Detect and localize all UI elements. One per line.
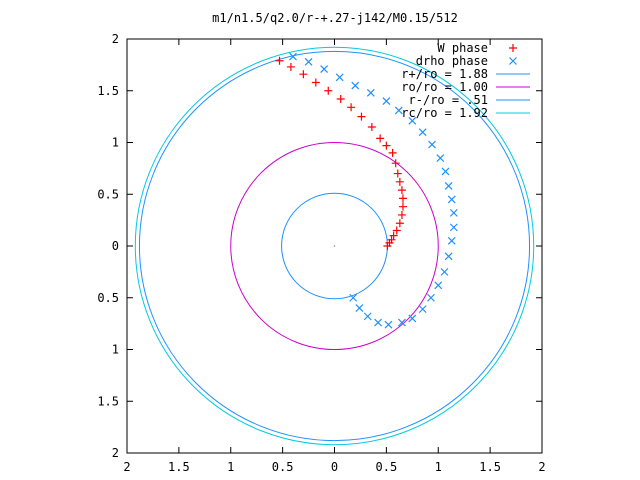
series-0-point-9 [397,186,406,195]
x-tick-label: 0 [331,460,338,474]
series-0-point-13 [388,148,397,157]
legend-marker-0 [509,44,517,52]
series-1-point-21 [427,293,435,302]
series-1-point-4 [351,81,360,90]
series-1-point-19 [440,267,449,276]
series-0-point-20 [324,86,333,95]
series-0-point-11 [393,169,402,178]
series-1-point-26 [374,318,382,327]
series-0-point-17 [357,112,366,121]
origin-dot [333,245,336,247]
series-1-point-8 [408,116,417,125]
series-1-point-1 [304,57,313,66]
points-layer [275,52,458,329]
series-1-point-10 [428,140,436,149]
series-0-point-7 [398,202,407,211]
series-0-point-6 [397,210,406,219]
series-0-point-8 [398,194,407,203]
series-0-point-22 [299,70,308,79]
legend-label: rc/ro = 1.92 [401,106,488,120]
series-1-point-11 [436,154,445,162]
series-1-point-27 [363,312,372,321]
series-1-point-25 [384,320,393,329]
series-0-point-5 [395,219,404,228]
y-tick-label: 0.5 [97,291,119,305]
series-0-point-24 [275,56,284,65]
series-0-point-3 [389,231,398,240]
series-1-point-3 [335,73,344,82]
series-1-point-14 [447,195,456,204]
series-0-point-2 [387,235,396,244]
series-1-point-15 [449,208,458,217]
series-1-point-16 [449,223,458,232]
x-tick-label: 1.5 [479,460,501,474]
series-1-point-20 [434,281,443,290]
y-tick-label: 1.5 [97,84,119,98]
y-tick-label: 2 [112,446,119,460]
series-1-point-29 [349,293,358,302]
series-0-point-16 [367,122,376,131]
series-0-point-12 [391,159,400,168]
x-tick-label: 1 [227,460,234,474]
series-1-point-18 [444,252,453,261]
series-1-point-12 [441,167,450,176]
series-0-point-4 [392,226,401,235]
series-1-point-5 [366,88,375,97]
y-tick-label: 1.5 [97,394,119,408]
legend-label: r+/ro = 1.88 [401,67,488,81]
series-1-point-13 [444,182,453,190]
series-0-point-14 [382,141,391,150]
series-1-point-0 [289,52,297,61]
circle-3 [134,46,535,446]
legend-marker-1 [509,57,517,65]
series-0-point-15 [376,134,385,143]
circle-0 [138,50,531,442]
series-0-point-19 [336,95,345,104]
series-0-point-21 [311,78,320,87]
x-tick-label: 1.5 [168,460,190,474]
series-0-point-23 [286,62,295,71]
series-1-point-23 [408,314,417,323]
y-tick-label: 1 [112,343,119,357]
circle-1 [230,142,439,350]
series-1-point-9 [418,128,427,137]
x-tick-label: 1 [435,460,442,474]
series-0-point-18 [347,103,356,112]
chart-title: m1/n1.5/q2.0/r-+.27-j142/M0.15/512 [212,11,458,25]
legend-label: ro/ro = 1.00 [401,80,488,94]
series-1-point-6 [382,97,391,106]
series-1-point-7 [394,106,403,115]
x-tick-label: 2 [538,460,545,474]
legend-label: W phase [437,41,488,55]
x-tick-label: 2 [123,460,130,474]
series-0-point-10 [395,177,404,186]
legend-label: drho phase [416,54,488,68]
series-1-point-2 [320,65,329,73]
y-tick-label: 0 [112,239,119,253]
y-tick-label: 2 [112,32,119,46]
x-tick-label: 0.5 [272,460,294,474]
series-1-point-24 [398,318,406,327]
series-1-point-17 [447,236,456,245]
series-1-point-22 [418,305,427,314]
legend-label: r-/ro = .51 [409,93,488,107]
y-tick-label: 0.5 [97,187,119,201]
y-tick-label: 1 [112,136,119,150]
axes-layer: 2 1.5 1 0.5 0 0.5 1 1.5 221.510.500.511.52 [97,32,545,474]
x-tick-label: 0.5 [376,460,398,474]
series-1-point-28 [355,304,364,313]
